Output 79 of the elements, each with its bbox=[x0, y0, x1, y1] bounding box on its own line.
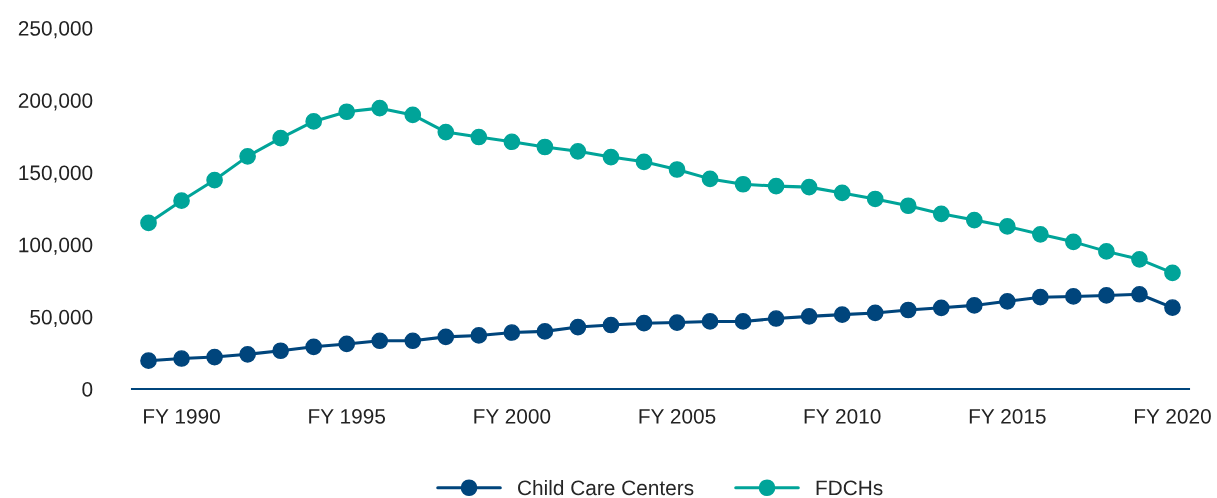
point bbox=[173, 350, 190, 367]
point bbox=[338, 103, 356, 121]
point bbox=[668, 314, 686, 331]
point bbox=[932, 299, 950, 317]
point bbox=[1131, 285, 1148, 303]
x-tick-label: FY 2015 bbox=[969, 408, 1046, 424]
point bbox=[338, 335, 356, 353]
point bbox=[932, 205, 950, 223]
point bbox=[404, 332, 422, 350]
point bbox=[800, 178, 818, 196]
y-tick-label: 250,000 bbox=[18, 21, 93, 39]
point bbox=[239, 148, 256, 165]
point bbox=[1065, 288, 1082, 305]
point bbox=[899, 301, 917, 319]
point bbox=[866, 304, 884, 322]
point bbox=[899, 197, 917, 215]
point bbox=[569, 142, 587, 160]
x-tick-label: FY 2010 bbox=[804, 408, 881, 424]
point bbox=[140, 214, 157, 232]
point bbox=[371, 99, 389, 117]
y-tick-label: 0 bbox=[82, 382, 93, 397]
point bbox=[371, 332, 389, 350]
point bbox=[1098, 243, 1115, 260]
point bbox=[173, 192, 190, 210]
point bbox=[272, 342, 289, 360]
point bbox=[305, 113, 323, 130]
x-tick-label: FY 2020 bbox=[1135, 408, 1211, 424]
y-tick-label: 200,000 bbox=[18, 93, 93, 111]
y-tick-label: 100,000 bbox=[19, 237, 93, 255]
point bbox=[602, 148, 620, 166]
point bbox=[206, 348, 223, 366]
point bbox=[833, 306, 851, 323]
point bbox=[437, 328, 455, 346]
point bbox=[998, 218, 1016, 235]
point bbox=[602, 316, 620, 334]
point bbox=[965, 297, 983, 314]
x-tick-label: FY 1990 bbox=[144, 408, 220, 424]
point bbox=[701, 170, 719, 188]
point bbox=[800, 308, 818, 325]
point bbox=[437, 123, 455, 141]
x-tick-label: FY 2000 bbox=[474, 408, 551, 424]
point bbox=[998, 293, 1016, 310]
point bbox=[767, 310, 785, 327]
x-tick-label: FY 1995 bbox=[309, 408, 386, 424]
point bbox=[1164, 299, 1181, 316]
point bbox=[1164, 264, 1181, 282]
point bbox=[668, 161, 686, 178]
point bbox=[305, 338, 323, 356]
point bbox=[503, 324, 521, 341]
point bbox=[866, 190, 884, 208]
point bbox=[404, 106, 422, 124]
point bbox=[1032, 226, 1049, 243]
point bbox=[569, 318, 587, 336]
point bbox=[536, 323, 554, 340]
point bbox=[470, 327, 488, 344]
point bbox=[536, 138, 554, 156]
point bbox=[635, 153, 653, 171]
point bbox=[1131, 250, 1148, 268]
point bbox=[239, 346, 256, 363]
point bbox=[701, 313, 719, 330]
y-tick-label: 50,000 bbox=[30, 309, 93, 328]
legend-label: FDCHs bbox=[816, 480, 883, 496]
point bbox=[1032, 288, 1049, 306]
point bbox=[635, 314, 653, 332]
point bbox=[734, 175, 752, 193]
y-tick-label: 150,000 bbox=[19, 165, 93, 183]
point bbox=[470, 128, 488, 146]
point bbox=[206, 171, 223, 189]
point bbox=[503, 133, 521, 151]
point bbox=[1098, 287, 1115, 304]
point bbox=[833, 184, 851, 202]
point bbox=[767, 177, 785, 195]
x-tick-label: FY 2005 bbox=[639, 408, 716, 424]
point bbox=[734, 313, 752, 330]
point bbox=[965, 211, 983, 229]
legend-label: Child Care Centers bbox=[518, 479, 694, 496]
point bbox=[1065, 233, 1082, 251]
point bbox=[272, 129, 289, 147]
point bbox=[140, 352, 157, 370]
